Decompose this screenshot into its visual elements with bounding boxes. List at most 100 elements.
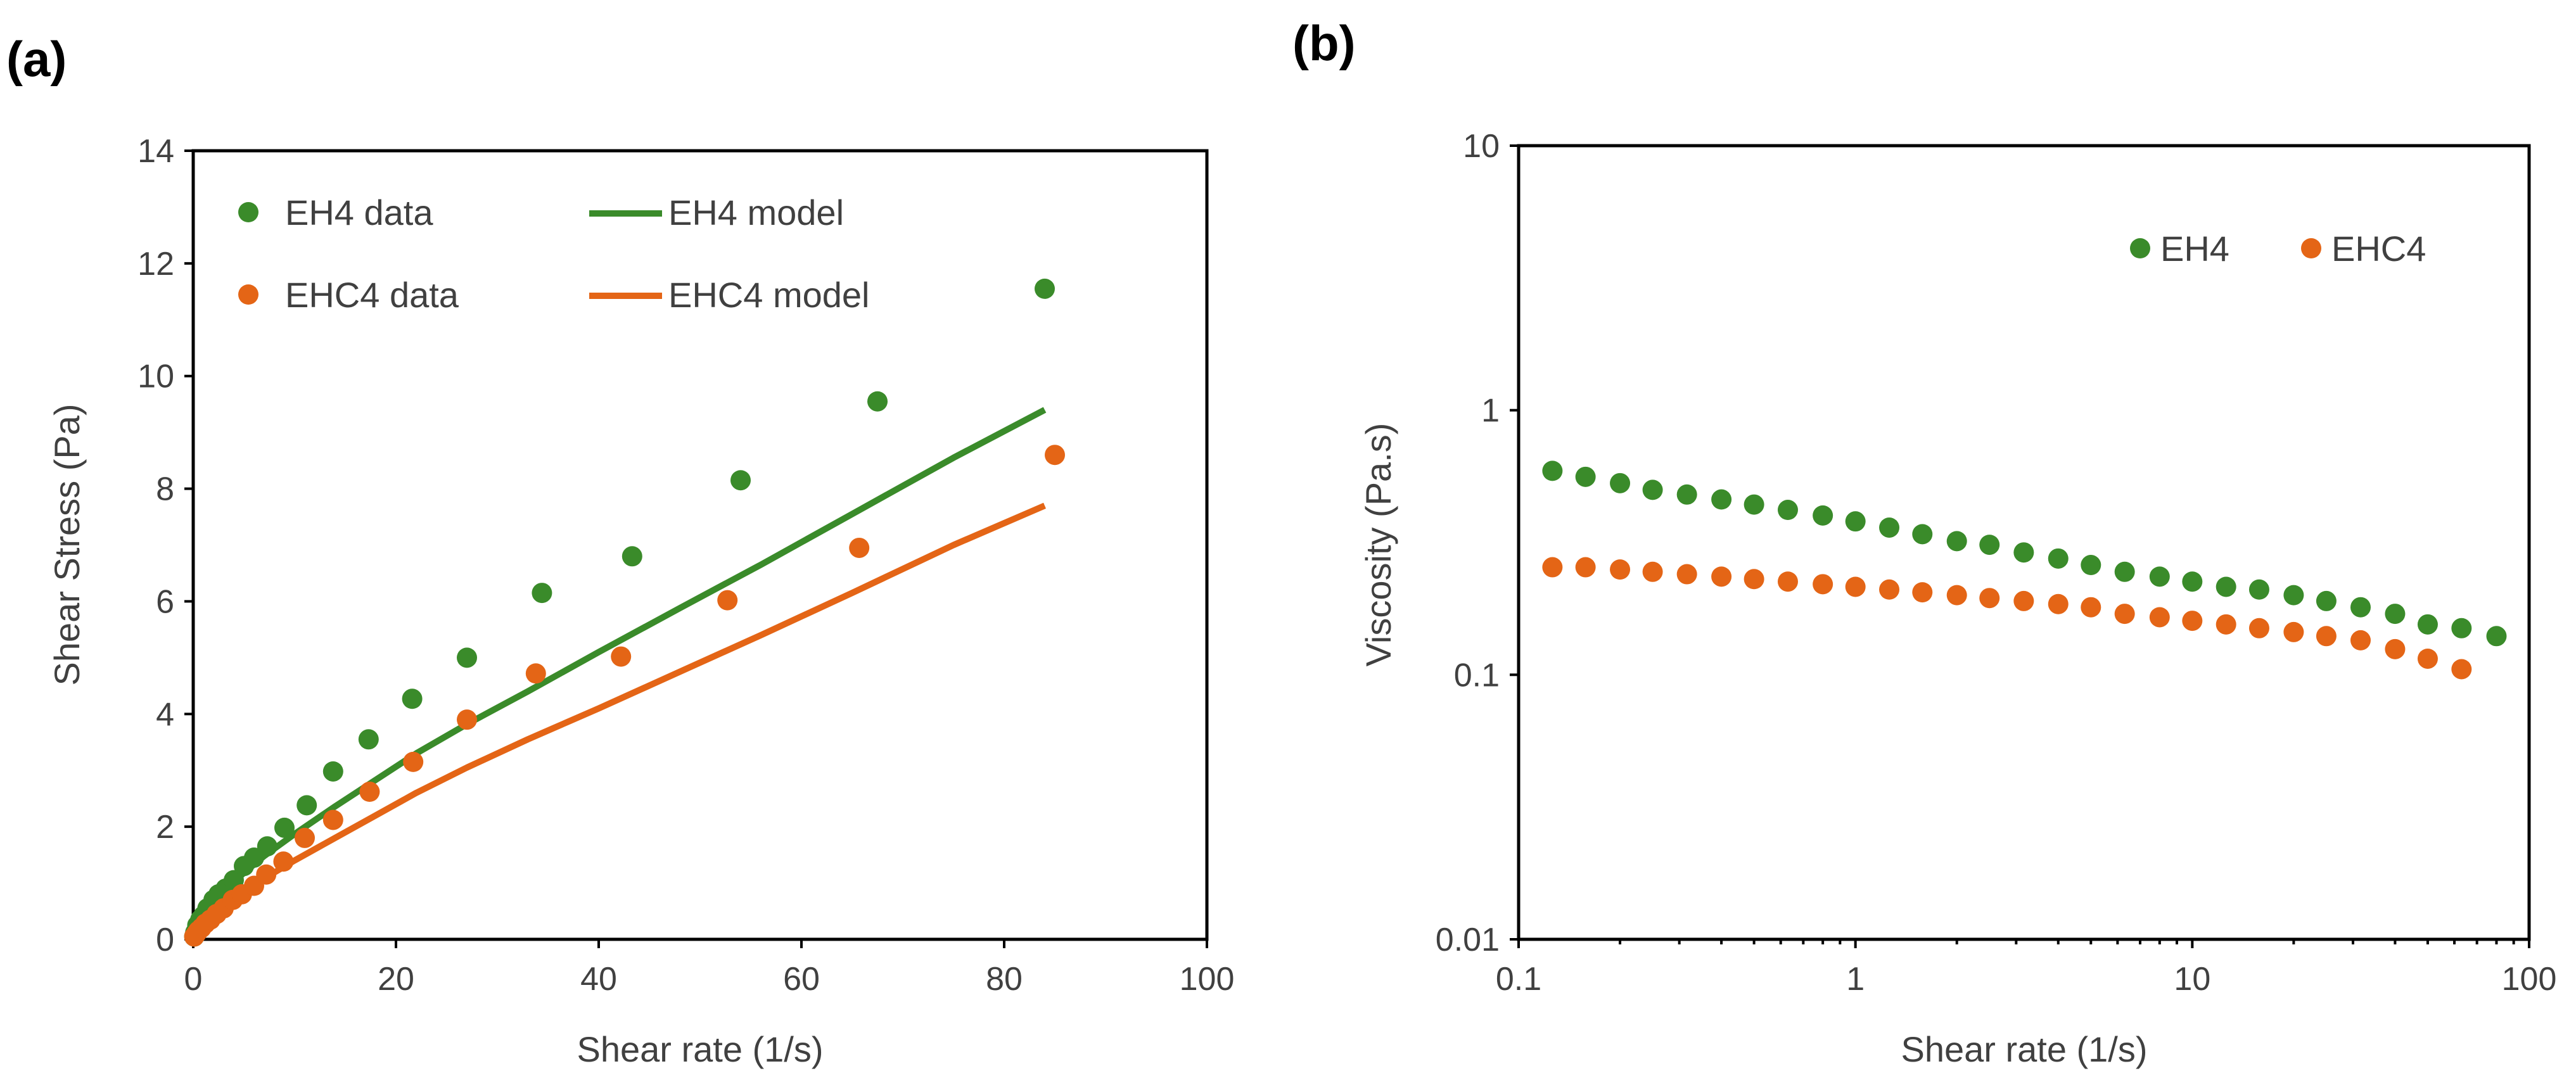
panel-a-point-eh4-data (730, 470, 751, 491)
panel-b-point-ehc4 (1845, 576, 1866, 597)
panel-b-point-eh4 (2182, 571, 2203, 592)
panel-b-x-axis-title: Shear rate (1/s) (1901, 1029, 2147, 1069)
panel-b-point-ehc4 (2048, 593, 2069, 614)
panel-a-point-eh4-data (257, 836, 277, 857)
panel-b-point-eh4 (2486, 626, 2507, 647)
panel-a-point-eh4-data (532, 583, 552, 604)
panel-b-point-eh4 (2081, 555, 2101, 576)
panel-a-point-eh4-data (322, 761, 343, 782)
panel-b-point-ehc4 (2283, 621, 2304, 642)
legend-ehc4-model-label: EHC4 model (668, 275, 869, 315)
panel-a-x-axis-title: Shear rate (1/s) (577, 1029, 823, 1069)
panel-a-series-line-eh4-model (190, 407, 1047, 941)
panel-b-x-tick-label: 1 (1846, 961, 1865, 998)
panel-a-series-line-ehc4-model (190, 502, 1046, 941)
panel-a-y-tick-label: 8 (156, 471, 174, 508)
panel-a-point-ehc4-data (403, 751, 424, 772)
panel-b-label: (b) (1292, 15, 1356, 71)
panel-a-x-tick-label: 40 (580, 961, 617, 998)
panel-a-point-eh4-data (402, 688, 423, 709)
panel-b-point-ehc4 (2385, 638, 2406, 659)
panel-b-point-eh4 (1642, 479, 1663, 500)
panel-b-x-tick-label: 0.1 (1496, 961, 1541, 998)
panel-b-point-eh4 (2048, 548, 2069, 569)
panel-b-point-ehc4 (2248, 618, 2269, 638)
panel-a-label: (a) (6, 31, 67, 87)
panel-b-point-ehc4 (2216, 614, 2236, 635)
panel-b-point-eh4 (1912, 524, 1933, 545)
panel-a-point-ehc4-data (295, 827, 315, 848)
panel-b-point-ehc4 (1813, 574, 1833, 595)
panel-b-x-tick-label: 100 (2502, 961, 2557, 998)
panel-b-point-eh4 (1879, 517, 1900, 538)
panel-b-point-ehc4 (1744, 569, 1764, 590)
panel-b-point-eh4 (2385, 604, 2406, 625)
panel-b-point-eh4 (2316, 590, 2337, 611)
panel-b-point-eh4 (2248, 579, 2269, 600)
panel-b-point-eh4 (1711, 489, 1732, 510)
panel-a-legend: EH4 data EHC4 data EH4 model EHC4 model (238, 193, 869, 315)
panel-b-point-ehc4 (2182, 611, 2203, 631)
panel-a-point-ehc4-data (525, 663, 546, 684)
panel-b-point-eh4 (1979, 535, 2000, 555)
panel-a-point-ehc4-data (849, 537, 870, 558)
panel-a-y-tick-label: 6 (156, 583, 174, 620)
panel-a: (a) 0 20 40 60 80 100 0 2 4 6 8 10 12 14 Shear rate (… (6, 31, 1234, 1069)
panel-b-point-eh4 (1777, 500, 1798, 521)
panel-b-x-tick-label: 10 (2174, 961, 2210, 998)
panel-b-point-eh4 (2451, 618, 2472, 638)
panel-a-y-axis-title: Shear Stress (Pa) (47, 403, 87, 685)
panel-b-point-ehc4 (1676, 564, 1697, 585)
panel-a-point-eh4-data (1035, 278, 1055, 299)
panel-b-point-eh4 (1542, 460, 1563, 481)
panel-b-point-ehc4 (1711, 566, 1732, 587)
panel-b-point-eh4 (1946, 531, 1967, 552)
panel-b-point-eh4 (1813, 505, 1833, 526)
panel-a-point-ehc4-data (256, 864, 277, 885)
panel-a-plot-frame (191, 149, 1209, 941)
panel-b-point-eh4 (2149, 566, 2170, 587)
panel-b-point-ehc4 (2013, 590, 2034, 611)
panel-b-point-ehc4 (2316, 626, 2337, 647)
panel-a-point-eh4-data (867, 391, 888, 412)
panel-b-point-eh4 (2114, 561, 2135, 582)
panel-b-point-eh4 (2013, 542, 2034, 563)
panel-a-y-tick-label: 12 (137, 246, 174, 282)
panel-b-point-ehc4 (2451, 659, 2472, 680)
panel-a-point-ehc4-data (611, 646, 632, 667)
panel-b-point-ehc4 (2417, 648, 2438, 669)
panel-b-point-ehc4 (2350, 630, 2371, 650)
panel-b-point-eh4 (1575, 466, 1596, 487)
panel-b-point-eh4 (2216, 576, 2236, 597)
panel-b-y-tick-label: 10 (1463, 128, 1500, 165)
legend-eh4-marker (2130, 238, 2150, 258)
panel-a-series (184, 278, 1065, 947)
panel-a-point-eh4-data (622, 546, 642, 567)
legend-eh4-label: EH4 (2160, 229, 2229, 269)
legend-eh4-data-label: EH4 data (285, 193, 433, 232)
panel-a-point-eh4-data (244, 847, 264, 868)
panel-a-point-ehc4-data (273, 851, 294, 872)
panel-a-point-ehc4-data (322, 809, 343, 830)
panel-b-point-eh4 (2417, 614, 2438, 635)
panel-b-point-eh4 (2283, 585, 2304, 606)
panel-a-point-eh4-data (274, 817, 295, 838)
legend-eh4-data-marker (238, 202, 258, 222)
panel-b-legend: EH4 EHC4 (2130, 229, 2426, 269)
panel-a-y-tick-label: 4 (156, 696, 174, 733)
panel-b-point-ehc4 (1912, 582, 1933, 603)
panel-a-y-tick-label: 10 (137, 358, 174, 395)
panel-b-point-eh4 (1610, 473, 1631, 493)
panel-a-point-ehc4-data (1045, 445, 1065, 466)
panel-b-point-ehc4 (2114, 604, 2135, 625)
panel-a-ticks: 0 20 40 60 80 100 0 2 4 6 8 10 12 14 (137, 133, 1234, 998)
panel-a-x-tick-label: 80 (986, 961, 1023, 998)
panel-a-y-tick-label: 14 (137, 133, 174, 170)
panel-b-point-ehc4 (2149, 607, 2170, 628)
panel-b-plot-frame (1517, 144, 2531, 941)
panel-a-point-eh4-data (358, 729, 379, 750)
panel-b-y-tick-label: 0.01 (1436, 922, 1500, 958)
